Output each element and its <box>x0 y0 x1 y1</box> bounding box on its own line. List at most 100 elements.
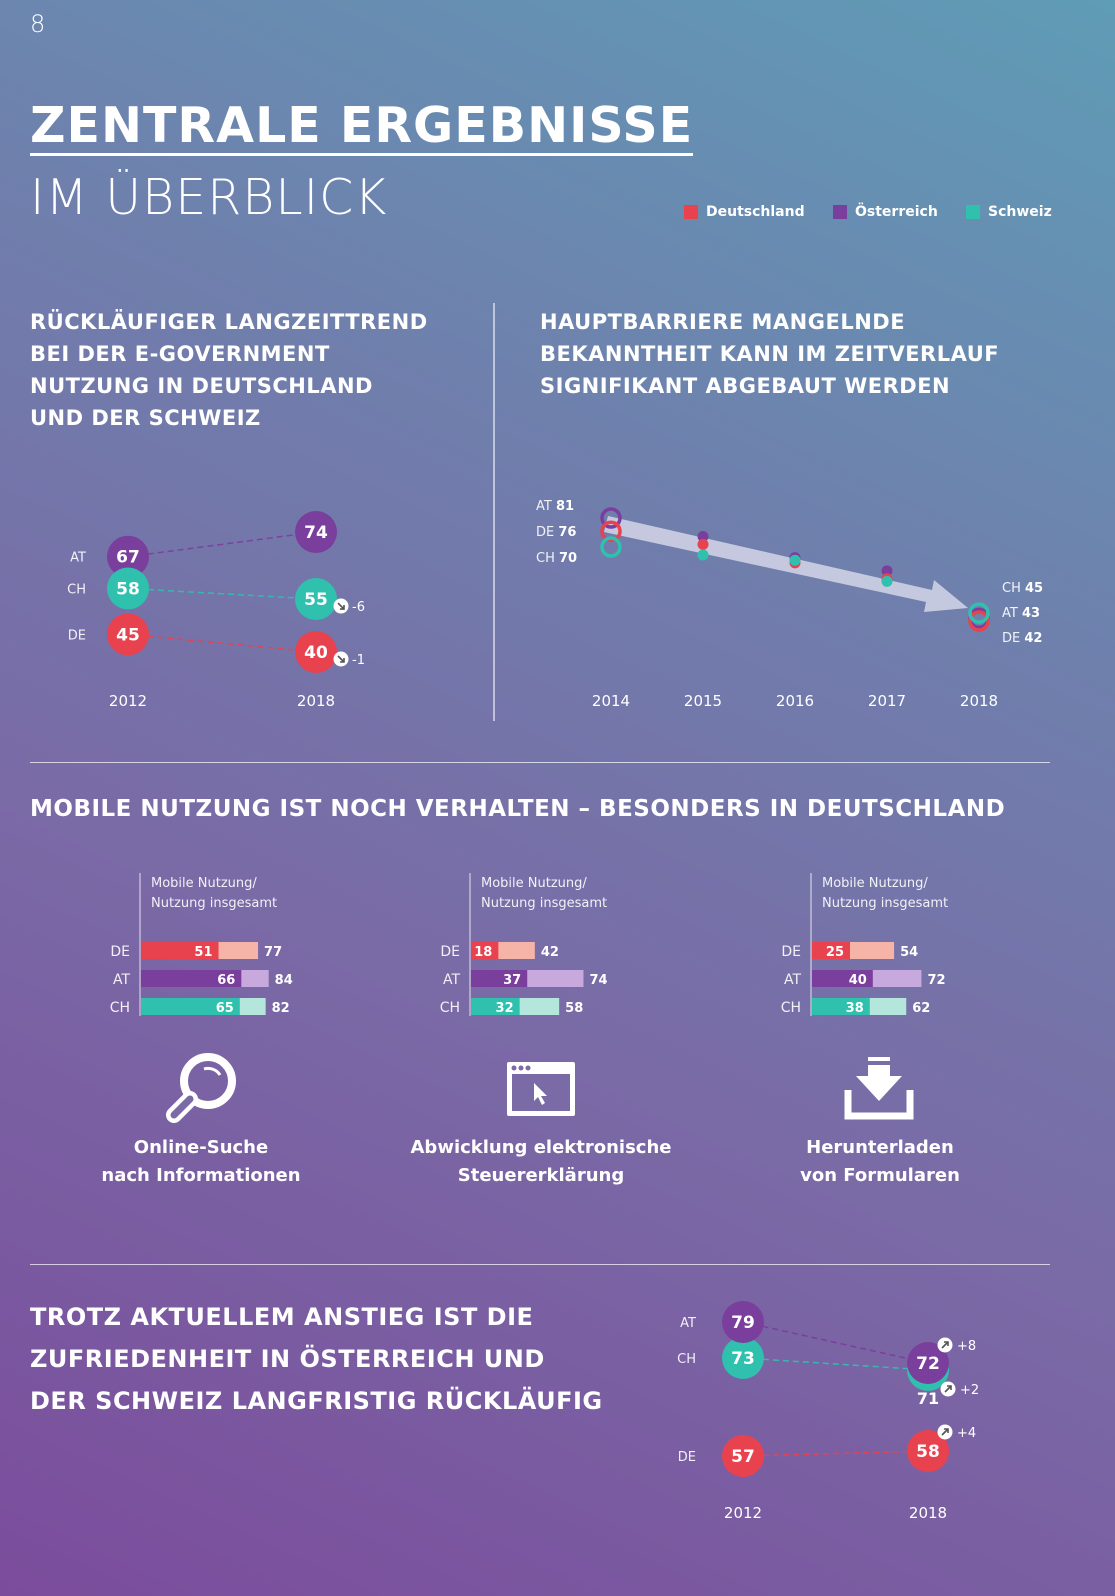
bar-chart-title: Nutzung insgesamt <box>481 896 607 911</box>
bar-mobile-value: 40 <box>849 973 867 988</box>
heading-line: RÜCKLÄUFIGER LANGZEITTREND <box>30 310 428 334</box>
bar-category-label: CH <box>110 1000 130 1016</box>
caption-forms: Herunterladen von Formularen <box>730 1134 1030 1190</box>
data-label: 79 <box>731 1313 755 1333</box>
x-tick-label: 2016 <box>776 692 814 710</box>
arrow-up-icon <box>941 1428 949 1436</box>
data-label: 40 <box>304 643 328 663</box>
bar-mobile-de <box>471 942 499 959</box>
start-label-at: AT 81 <box>536 499 574 514</box>
bar-mobile-de <box>812 942 850 959</box>
caption-line: Online-Suche <box>133 1137 269 1158</box>
x-tick-label: 2015 <box>684 692 722 710</box>
satisfaction-slope-chart: 73 79 72 57 58 71 AT CH DE +8 +2 +4 2012 2018 <box>677 1301 979 1522</box>
change-label: +4 <box>957 1426 976 1441</box>
x-tick-label: 2017 <box>868 692 906 710</box>
data-point-at <box>697 530 709 542</box>
bar-total-value: 54 <box>900 945 918 960</box>
caption-line: nach Informationen <box>101 1165 301 1186</box>
bar-mobile-value: 66 <box>217 973 235 988</box>
legend-item-deutschland: Deutschland <box>684 204 805 220</box>
bar-category-label: CH <box>781 1000 801 1016</box>
series-name-label: AT <box>70 551 86 566</box>
data-point-de <box>697 538 709 550</box>
series-line-at <box>742 1321 929 1364</box>
bar-mobile-at <box>141 970 242 987</box>
data-label: 71 <box>917 1389 939 1408</box>
end-value: 42 <box>1024 631 1042 646</box>
bar-mobile-de <box>141 942 219 959</box>
start-value: 76 <box>558 525 576 540</box>
data-point-de <box>295 631 337 673</box>
bar-mobile-at <box>471 970 528 987</box>
data-label: 73 <box>731 1349 755 1369</box>
legend-swatch-de <box>684 205 698 219</box>
arrow-down-icon <box>337 655 345 663</box>
legend-swatch-at <box>833 205 847 219</box>
data-label: 57 <box>731 1447 755 1467</box>
bar-chart-title: Mobile Nutzung/ <box>481 876 587 891</box>
start-label-de: DE 76 <box>536 525 576 540</box>
end-value: 43 <box>1022 606 1040 621</box>
bar-mobile-ch <box>141 998 240 1015</box>
data-label: 67 <box>116 548 140 568</box>
change-label: +8 <box>957 1339 976 1354</box>
data-point-ch <box>722 1337 764 1379</box>
series-name-label: CH <box>67 582 86 597</box>
bar-category-label: AT <box>113 972 130 988</box>
bar-total-value: 58 <box>565 1001 583 1016</box>
x-tick-label: 2018 <box>909 1504 947 1522</box>
bar-mobile-ch <box>471 998 520 1015</box>
caption-tax: Abwicklung elektronische Steuererklärung <box>391 1134 691 1190</box>
data-point-at <box>881 565 893 577</box>
end-label-ch: CH 45 <box>1002 581 1043 596</box>
page-subtitle: IM ÜBERBLICK <box>30 169 388 226</box>
legend-item-schweiz: Schweiz <box>966 204 1052 220</box>
section3-heading: MOBILE NUTZUNG IST NOCH VERHALTEN – BESO… <box>30 796 1006 822</box>
series-line-ch <box>742 1357 929 1371</box>
heading-line: NUTZUNG IN DEUTSCHLAND <box>30 374 373 398</box>
bar-mobile-value: 37 <box>503 973 521 988</box>
series-line-ch <box>127 587 317 600</box>
caption-line: Abwicklung elektronische <box>410 1137 672 1158</box>
caption-line: Herunterladen <box>806 1137 954 1158</box>
series-line-de <box>127 633 317 653</box>
end-value: 45 <box>1025 581 1043 596</box>
data-point-de <box>907 1430 949 1472</box>
legend-label: Schweiz <box>988 204 1052 220</box>
data-point-at <box>907 1342 949 1384</box>
data-point-ch <box>881 575 893 587</box>
bar-category-label: DE <box>781 944 801 960</box>
bar-total-value: 72 <box>927 973 945 988</box>
start-value: 70 <box>559 551 577 566</box>
data-ring-ch <box>600 536 622 558</box>
bar-total-value: 62 <box>912 1001 930 1016</box>
section2-heading: HAUPTBARRIERE MANGELNDE BEKANNTHEIT KANN… <box>540 306 999 402</box>
end-label-at: AT 43 <box>1002 606 1040 621</box>
magnifier-icon <box>166 1053 236 1123</box>
bar-category-label: AT <box>443 972 460 988</box>
bar-category-label: DE <box>440 944 460 960</box>
x-tick-label: 2014 <box>592 692 630 710</box>
page-number: 8 <box>30 10 46 38</box>
arrow-down-icon <box>337 602 345 610</box>
browser-window-icon <box>507 1062 575 1116</box>
data-point-at <box>722 1301 764 1343</box>
download-icon <box>844 1057 914 1120</box>
bar-mobile-value: 51 <box>194 945 212 960</box>
data-label: 58 <box>116 579 140 599</box>
series-name-label: DE <box>68 628 86 643</box>
heading-line: ZUFRIEDENHEIT IN ÖSTERREICH UND <box>30 1345 545 1373</box>
caption-line: von Formularen <box>800 1165 960 1186</box>
section-divider-vertical <box>493 303 495 721</box>
bar-mobile-value: 18 <box>474 945 492 960</box>
bar-total-value: 42 <box>541 945 559 960</box>
data-ring-at <box>600 507 622 529</box>
bar-chart-title: Nutzung insgesamt <box>151 896 277 911</box>
change-label: +2 <box>960 1383 979 1398</box>
heading-line: HAUPTBARRIERE MANGELNDE <box>540 310 906 334</box>
data-point-de <box>722 1435 764 1477</box>
bar-total-value: 82 <box>272 1001 290 1016</box>
data-ring-ch <box>968 602 990 624</box>
section-divider <box>30 762 1050 763</box>
